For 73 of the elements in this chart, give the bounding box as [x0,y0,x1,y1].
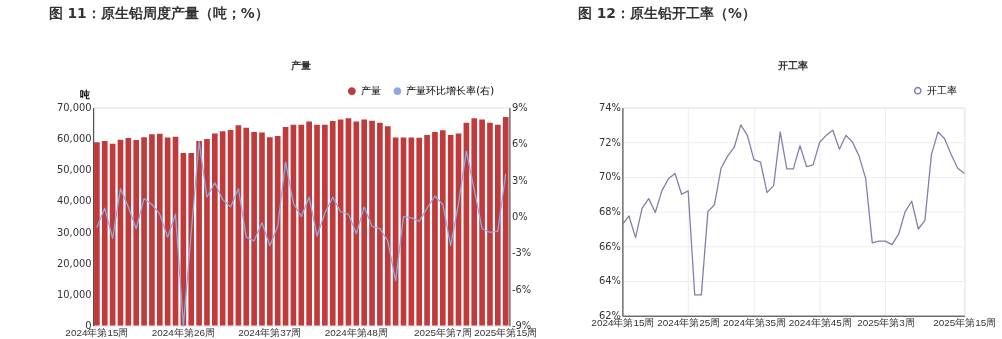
bar [274,135,281,326]
y2-tick-label: -3% [511,247,532,259]
y-tick-label: 60,000 [57,133,92,145]
y-tick-label: 66% [598,240,621,252]
y2-tick-label: 0% [511,211,528,223]
y-tick-label: 72% [598,136,621,148]
bar [471,118,478,326]
y2-tick-label: 9% [511,102,528,114]
y-axis-title: 吨 [79,89,90,101]
bar [424,134,430,326]
x-tick-label: 2025年第3周 [857,317,915,329]
bar [314,124,320,326]
x-tick-label: 2024年第48周 [324,327,388,339]
bar [133,139,140,326]
legend-label: 产量环比增长率(右) [406,85,495,97]
y-tick-label: 40,000 [57,195,92,207]
x-tick-label: 2024年第25周 [657,317,721,329]
bar [149,134,155,326]
bar [243,127,250,326]
y-tick-label: 30,000 [57,226,92,238]
chart-subtitle: 产量 [290,59,312,71]
bar [94,142,100,326]
bar [251,131,257,326]
bar [369,120,375,326]
chart-title: 图 12：原生铅开工率（%） [577,5,756,22]
bar [377,122,383,326]
x-tick-label: 2025年第15周 [933,317,997,329]
y-tick-label: 70% [598,171,621,183]
bar [329,120,336,326]
bar [416,137,423,326]
bar [439,130,446,326]
x-tick-label: 2024年第37周 [238,327,302,339]
y2-tick-label: -6% [511,283,532,295]
y2-tick-label: 6% [511,138,528,150]
x-tick-label: 2024年第35周 [722,317,786,329]
bar [156,133,163,326]
y-tick-label: 64% [598,275,621,287]
y-tick-label: 70,000 [57,102,92,114]
legend-label: 开工率 [926,84,957,96]
bar [259,132,265,326]
bar [141,137,147,326]
y2-tick-label: 3% [511,174,528,186]
bar [479,119,485,326]
bar [204,139,210,326]
bar [211,133,218,326]
line-series [621,124,965,296]
y-tick-label: 74% [598,102,621,114]
bar [361,119,368,326]
x-tick-label: 2024年第45周 [788,317,852,329]
bar [101,140,108,326]
bar [306,121,312,326]
y-tick-label: 10,000 [57,288,92,300]
bar [267,137,273,326]
bar [495,124,501,326]
bar [322,124,328,326]
bar [188,153,195,326]
bar [219,131,226,326]
bar [353,121,360,326]
chart-title: 图 11：原生铅周度产量（吨；%） [48,5,269,22]
bar [432,131,438,326]
bar [384,126,391,326]
y-tick-label: 50,000 [57,164,92,176]
bar [502,116,509,326]
y-tick-label: 68% [598,206,621,218]
x-tick-label: 2025年第7周 [414,327,472,339]
bar [298,124,305,326]
x-tick-label: 2024年第26周 [151,327,215,339]
line-series [96,140,507,327]
bar [196,140,202,326]
bar [487,122,493,326]
legend-label: 产量 [360,85,381,97]
y-tick-label: 20,000 [57,257,92,269]
chart-subtitle: 开工率 [777,59,809,71]
